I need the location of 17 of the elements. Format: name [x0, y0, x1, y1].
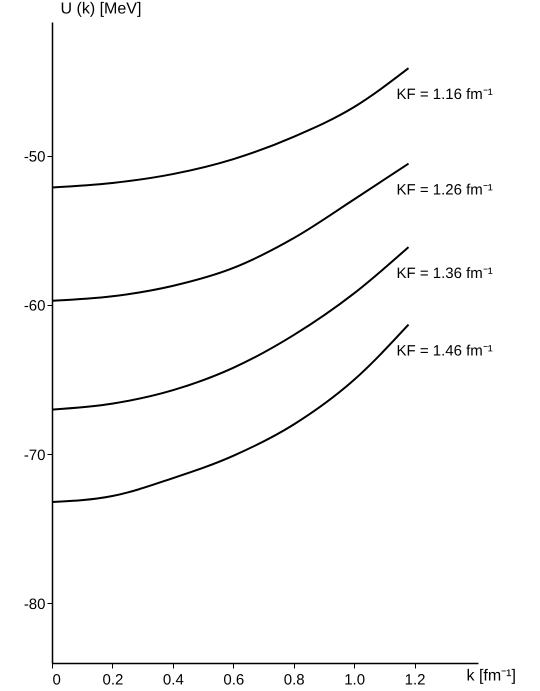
- series-label: KF = 1.26 fm⁻¹: [396, 182, 493, 199]
- x-tick-label: 1.2: [404, 672, 426, 688]
- x-tick-label: 0: [52, 672, 61, 688]
- x-tick-label: 0.6: [223, 672, 244, 688]
- series-label: KF = 1.36 fm⁻¹: [396, 265, 493, 282]
- series-label: KF = 1.16 fm⁻¹: [396, 86, 493, 104]
- x-tick-label: 1.0: [344, 672, 366, 688]
- y-axis-title: U (k) [MeV]: [60, 0, 142, 18]
- x-tick-label: 0.4: [162, 672, 184, 688]
- y-tick-label: -70: [24, 446, 46, 464]
- x-tick-label: 0.2: [102, 672, 124, 688]
- x-tick-label: 0.8: [284, 672, 305, 688]
- y-tick-label: -50: [24, 148, 46, 166]
- y-tick-label: -80: [24, 596, 46, 613]
- x-axis-title: k [fm⁻¹]: [466, 668, 516, 684]
- y-tick-label: -60: [24, 298, 46, 315]
- series-label: KF = 1.46 fm⁻¹: [396, 342, 493, 360]
